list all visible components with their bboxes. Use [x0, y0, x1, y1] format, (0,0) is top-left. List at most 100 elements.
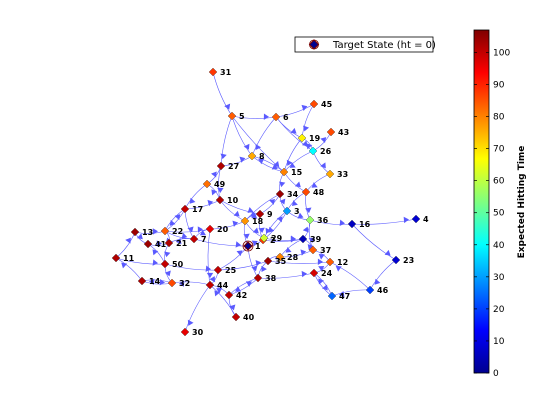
arrowhead-26-43 [320, 137, 327, 143]
arrowhead-3-36 [297, 212, 304, 219]
arrowhead-46-12 [335, 266, 342, 272]
arrowhead-20-44 [206, 272, 214, 278]
arrowhead-41-21 [156, 240, 163, 247]
node-label-19: 19 [309, 134, 321, 143]
arrowhead-33-48 [311, 182, 318, 188]
node-9: 9 [255, 209, 273, 219]
node-label-9: 9 [267, 210, 273, 219]
colorbar-gradient [473, 29, 490, 374]
arrowhead-13-41 [136, 233, 143, 240]
target-state-ring [242, 240, 254, 252]
node-label-17: 17 [192, 205, 203, 214]
node-label-40: 40 [243, 313, 255, 322]
colorbar-tick-label-100: 100 [493, 48, 510, 58]
node-marker-5 [227, 111, 237, 121]
edge-50-25 [164, 263, 219, 271]
arrowhead-10-9 [247, 206, 254, 214]
edge-38-24 [257, 272, 315, 279]
arrowhead-15-8 [258, 158, 265, 165]
legend-box [294, 36, 434, 53]
arrowhead-10-49 [211, 189, 218, 196]
arrowhead-10-18 [233, 210, 240, 217]
arrowhead-35-38 [261, 265, 267, 272]
edge-31-5 [212, 71, 233, 117]
node-label-11: 11 [123, 254, 135, 263]
arrowhead-27-10 [217, 187, 224, 194]
node-marker-25 [213, 265, 223, 275]
node-label-46: 46 [377, 286, 389, 295]
arrowhead-15-48 [294, 181, 301, 188]
node-label-22: 22 [172, 227, 183, 236]
legend-label: Target State (ht = 0) [332, 40, 436, 51]
node-27: 27 [216, 161, 239, 171]
arrowhead-36-16 [339, 219, 346, 227]
arrowhead-6-26 [301, 140, 308, 147]
node-1: 1 [242, 240, 261, 252]
arrowhead-8-15 [271, 163, 278, 170]
node-marker-41 [143, 239, 153, 249]
node-22: 22 [160, 226, 183, 236]
arrowhead-39-28 [285, 247, 292, 253]
arrowhead-50-41 [152, 249, 159, 256]
node-label-30: 30 [192, 328, 204, 337]
arrowhead-17-7 [187, 226, 194, 233]
arrowhead-36-37 [308, 237, 315, 244]
arrowhead-1-29 [251, 240, 258, 247]
arrowhead-45-19 [303, 125, 310, 132]
node-label-44: 44 [217, 281, 229, 290]
node-26: 26 [308, 146, 332, 156]
node-label-37: 37 [320, 246, 331, 255]
arrowhead-2-39 [290, 236, 297, 243]
edge-40-44 [209, 284, 237, 318]
node-23: 23 [391, 255, 414, 265]
node-marker-33 [325, 169, 335, 179]
arrowhead-5-27 [220, 153, 227, 160]
arrowhead-14-11 [121, 262, 128, 269]
node-marker-50 [160, 259, 170, 269]
node-36: 36 [305, 215, 329, 225]
node-18: 18 [240, 216, 264, 226]
colorbar-ticks: 0 10 20 30 40 50 60 70 80 90 100 [474, 48, 510, 379]
node-10: 10 [215, 195, 239, 205]
node-label-45: 45 [321, 100, 333, 109]
node-marker-45 [309, 99, 319, 109]
target-state-legend-icon [308, 39, 320, 50]
arrowhead-11-50 [152, 259, 159, 266]
node-label-18: 18 [252, 217, 264, 226]
node-marker-42 [224, 290, 234, 300]
node-marker-34 [275, 189, 285, 199]
node-label-6: 6 [283, 113, 289, 122]
edge-15-8 [251, 155, 285, 173]
arrowhead-25-35 [255, 259, 262, 267]
arrowhead-40-44 [214, 290, 221, 297]
node-label-15: 15 [291, 168, 303, 177]
edge-23-46 [369, 259, 397, 291]
node-marker-48 [301, 187, 311, 197]
arrowhead-28-37 [300, 249, 307, 256]
node-label-1: 1 [255, 242, 261, 251]
node-25: 25 [213, 265, 237, 275]
node-6: 6 [271, 112, 289, 122]
arrowhead-6-19 [290, 127, 297, 134]
node-24: 24 [309, 268, 333, 278]
node-marker-16 [347, 219, 357, 229]
node-43: 43 [326, 127, 349, 137]
node-label-33: 33 [337, 170, 348, 179]
node-33: 33 [325, 169, 348, 179]
node-marker-9 [255, 209, 265, 219]
edge-16-23 [351, 223, 397, 261]
node-marker-46 [365, 285, 375, 295]
arrowhead-26-15 [289, 162, 296, 168]
node-label-16: 16 [359, 220, 371, 229]
node-label-25: 25 [225, 266, 237, 275]
edge-5-27 [220, 115, 233, 167]
edge-48-36 [305, 191, 311, 221]
colorbar-tick-label-20: 20 [493, 305, 505, 315]
arrowhead-37-39 [307, 244, 314, 251]
colorbar-tick-label-70: 70 [493, 145, 505, 155]
arrowhead-17-22 [169, 219, 176, 226]
node-marker-4 [411, 214, 421, 224]
edge-46-47 [331, 289, 371, 297]
node-label-10: 10 [227, 196, 239, 205]
node-30: 30 [180, 327, 204, 337]
